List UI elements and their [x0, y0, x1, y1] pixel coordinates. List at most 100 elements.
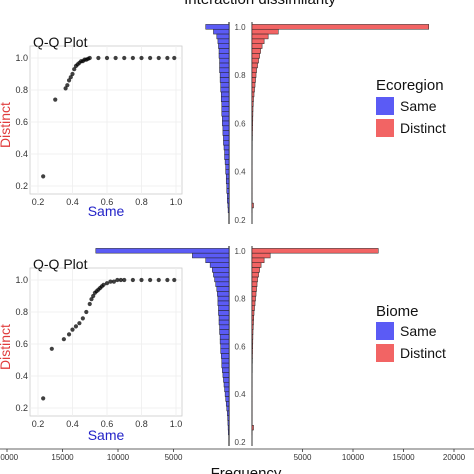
qq-top-point [72, 67, 77, 72]
frequency-tick-label-left: 10000 [107, 453, 130, 462]
qq-bottom-ytick-label: 0.8 [15, 307, 28, 317]
histogram-bottom: 0.2 0.4 0.6 0.8 1.0 [95, 246, 379, 447]
qq-bottom-point [118, 277, 123, 283]
hist-bottom-same-bar [225, 401, 230, 407]
hist-bottom-same-bar [216, 286, 230, 292]
hist-bottom-same-bar [214, 276, 230, 283]
hist-bottom-same-bar [218, 305, 230, 311]
hist-top-ytick-label: 0.4 [234, 168, 246, 177]
hist-top-distinct-bar [251, 38, 265, 44]
qq-bottom-point [80, 316, 85, 321]
hist-bottom-distinct-bar [251, 343, 253, 350]
qq-bottom-point [122, 277, 127, 283]
hist-top-same-bar [205, 24, 230, 30]
hist-bottom-same-bar [224, 386, 230, 393]
hist-bottom-same-bar [227, 420, 230, 426]
qq-bottom-title: Q-Q Plot [33, 256, 88, 272]
hist-top-same-bar [227, 202, 230, 209]
hist-top-same-bar [223, 135, 230, 141]
hist-top-distinct-bar [251, 82, 256, 88]
hist-top-same-bar [227, 193, 230, 199]
hist-top-same-bar [225, 164, 230, 170]
legend-top-distinct-label: Distinct [400, 120, 446, 136]
qq-bottom-frame [29, 267, 183, 417]
qq-bottom-point [61, 337, 66, 342]
frequency-tick-label-right: 20000 [443, 453, 466, 462]
qq-top-xtick-label: 0.4 [66, 197, 79, 207]
hist-bottom-same-bar [224, 391, 230, 397]
histogram-top: 0.2 0.4 0.6 0.8 1.0 [205, 22, 429, 225]
qq-bottom-xtick-label: 0.6 [101, 419, 114, 429]
qq-top-point [53, 97, 58, 102]
qq-bottom-grid [30, 268, 182, 416]
qq-top-ytick-label: 0.8 [15, 85, 28, 95]
qq-top-point [156, 55, 161, 61]
hist-bottom-ytick-label: 0.4 [234, 390, 246, 399]
hist-top-ytick-label: 0.2 [234, 216, 246, 225]
hist-bottom-same-bar [228, 429, 230, 436]
frequency-tick-label-left: 15000 [51, 453, 74, 462]
qq-bottom-point [91, 293, 96, 299]
hist-bottom-ytick-label: 0.2 [234, 438, 246, 447]
hist-top-same-bar [225, 173, 230, 180]
hist-top-distinct-bar [251, 57, 259, 64]
hist-bottom-same-bar [223, 377, 230, 383]
qq-top-point [63, 86, 68, 91]
hist-bottom-same-bar [219, 329, 230, 335]
qq-plot-top: Q-Q Plot Same Distinct 0.2 0.4 0.6 0.8 1.00.… [0, 34, 183, 219]
qq-bottom-point [89, 297, 94, 302]
hist-bottom-same-bar [222, 372, 230, 378]
legend-top: Ecoregion Same Distinct [376, 77, 446, 137]
hist-top-same-bar [226, 183, 230, 189]
qq-top-xtick-label: 1.0 [170, 197, 183, 207]
qq-top-point [96, 55, 101, 61]
hist-top-ytick-label: 0.6 [234, 119, 246, 128]
qq-bottom-point [139, 277, 144, 283]
figure-title: Interaction dissimilarity [184, 0, 336, 8]
frequency-ticks-right: 20000 15000 10000 5000 [294, 449, 466, 462]
legend-top-same-swatch [376, 97, 394, 115]
hist-bottom-distinct-bar [251, 425, 254, 431]
qq-top-point [122, 55, 127, 61]
qq-top-xlabel: Same [88, 203, 125, 219]
qq-bottom-point [87, 301, 92, 307]
hist-bottom-distinct-bar [251, 348, 253, 354]
hist-bottom-distinct-bar [251, 257, 265, 263]
hist-bottom-same-bar [219, 324, 230, 330]
qq-plot-bottom: Q-Q Plot Same Distinct 0.2 0.4 0.6 0.8 1.00.… [0, 256, 183, 443]
hist-top-distinct-bars [251, 24, 429, 214]
hist-bottom-distinct-bar [251, 319, 254, 326]
qq-top-point [104, 55, 110, 61]
qq-top-point [41, 174, 46, 179]
qq-top-xtick-label: 0.6 [101, 197, 114, 207]
hist-bottom-distinct-bar [251, 295, 256, 302]
legend-bottom-title: Biome [376, 303, 419, 320]
hist-top-same-bar [221, 111, 230, 117]
hist-top-distinct-bar [251, 106, 254, 112]
hist-bottom-same-bar [219, 334, 230, 340]
hist-top-y-ticks: 0.2 0.4 0.6 0.8 1.0 [234, 23, 246, 225]
frequency-tick-label-right: 10000 [342, 453, 365, 462]
hist-bottom-same-bar [217, 295, 230, 302]
legend-bottom-distinct-label: Distinct [400, 345, 446, 361]
hist-top-same-bar [219, 57, 230, 64]
qq-top-xtick-label: 0.2 [32, 197, 45, 207]
hist-bottom-distinct-bar [251, 286, 257, 292]
hist-top-distinct-bar [251, 24, 429, 30]
legend-top-distinct-swatch [376, 119, 394, 137]
hist-bottom-distinct-bars [251, 248, 379, 436]
frequency-ticks-left: 20000 15000 10000 5000 [0, 449, 183, 462]
hist-bottom-same-bar [217, 291, 230, 297]
hist-bottom-y-ticks: 0.2 0.4 0.6 0.8 1.0 [234, 247, 246, 447]
hist-top-same-bar [219, 67, 230, 73]
hist-top-same-bar [222, 125, 230, 131]
qq-top-frame [29, 45, 183, 195]
hist-bottom-same-bar [227, 415, 230, 421]
qq-top-ticks: 0.2 0.4 0.6 0.8 1.0 0.2 0.4 0.6 0.8 1.0 [15, 53, 182, 207]
hist-top-same-bar [216, 33, 230, 40]
frequency-tick-label-right: 15000 [392, 453, 415, 462]
hist-bottom-same-bar [95, 248, 230, 254]
hist-top-distinct-bar [251, 130, 253, 136]
hist-top-same-bar [227, 198, 230, 204]
hist-top-same-bar [227, 207, 230, 214]
